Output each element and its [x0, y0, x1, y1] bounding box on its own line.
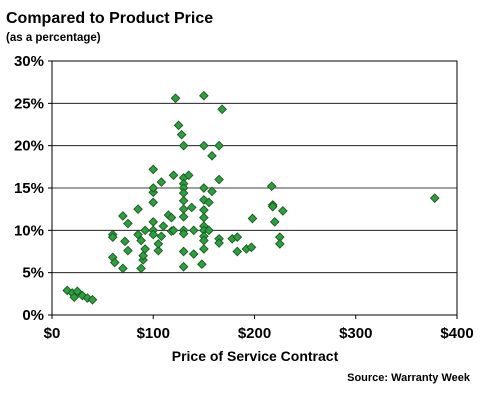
data-point — [188, 249, 199, 259]
data-point — [183, 170, 194, 181]
x-tick-label: $400 — [440, 325, 473, 342]
data-point — [178, 261, 189, 272]
data-point — [214, 174, 224, 185]
data-point — [246, 242, 257, 253]
data-point — [217, 104, 227, 115]
data-point — [87, 294, 98, 305]
data-point — [118, 211, 128, 221]
data-point — [156, 177, 167, 187]
data-point — [107, 232, 118, 242]
data-point — [118, 263, 128, 274]
chart-subtitle: (as a percentage) — [6, 32, 101, 44]
data-point — [140, 244, 150, 254]
data-point — [267, 201, 278, 212]
x-tick-label: $300 — [339, 325, 372, 342]
data-point — [197, 259, 207, 270]
data-point — [232, 246, 243, 257]
data-point — [148, 197, 159, 208]
y-tick-label: 0% — [22, 307, 44, 324]
data-point — [140, 225, 150, 236]
data-point — [178, 228, 189, 239]
data-point — [247, 213, 258, 224]
data-point — [214, 140, 224, 151]
data-point — [153, 245, 164, 256]
data-point — [186, 202, 197, 213]
data-point — [173, 120, 184, 131]
data-point — [188, 225, 199, 236]
y-tick-label: 25% — [14, 95, 44, 112]
data-point — [109, 257, 120, 268]
data-point — [199, 244, 209, 254]
data-point — [176, 129, 187, 140]
y-tick-label: 5% — [22, 265, 44, 282]
data-point — [123, 245, 133, 256]
data-point — [136, 263, 146, 274]
y-tick-label: 30% — [14, 53, 44, 70]
data-point — [274, 239, 285, 249]
data-point — [204, 225, 214, 236]
x-axis-label: Price of Service Contract — [172, 348, 339, 364]
data-point — [232, 232, 243, 242]
y-tick-label: 20% — [14, 138, 44, 155]
data-point — [269, 217, 280, 227]
y-axis-ticks: 0% 5% 10% 15% 20% 25% 30% — [14, 53, 52, 324]
data-point — [204, 197, 214, 208]
data-point — [133, 204, 143, 215]
y-tick-label: 15% — [14, 180, 44, 197]
x-tick-label: $0 — [44, 325, 61, 342]
data-point — [148, 229, 159, 240]
data-point — [120, 236, 130, 247]
data-point — [148, 183, 159, 193]
gridlines — [52, 102, 457, 274]
x-tick-label: $100 — [137, 325, 170, 342]
data-point — [156, 231, 167, 242]
data-point — [199, 90, 209, 101]
data-point — [166, 212, 177, 223]
data-point — [214, 238, 224, 248]
data-point — [158, 221, 169, 231]
source-note: Source: Warranty Week — [347, 372, 471, 384]
data-point — [178, 246, 189, 257]
data-point — [138, 250, 148, 261]
data-point — [136, 235, 146, 246]
data-point — [266, 181, 277, 192]
data-point — [199, 195, 209, 205]
data-point — [178, 140, 189, 151]
y-tick-label: 10% — [14, 222, 44, 239]
data-point — [148, 164, 159, 175]
data-points — [62, 90, 440, 305]
data-point — [168, 225, 179, 236]
data-point — [72, 286, 83, 297]
data-point — [153, 239, 164, 249]
data-point — [170, 93, 181, 104]
x-axis-ticks: $0 $100 $200 $300 $400 — [44, 315, 474, 342]
data-point — [178, 211, 189, 222]
data-point — [199, 140, 209, 151]
x-tick-label: $200 — [238, 325, 271, 342]
data-point — [199, 183, 209, 193]
chart-title: Compared to Product Price — [6, 10, 213, 27]
data-point — [207, 150, 217, 161]
data-point — [207, 186, 217, 197]
data-point — [429, 193, 440, 203]
data-point — [168, 170, 179, 181]
data-point — [123, 218, 133, 229]
data-point — [278, 206, 288, 216]
